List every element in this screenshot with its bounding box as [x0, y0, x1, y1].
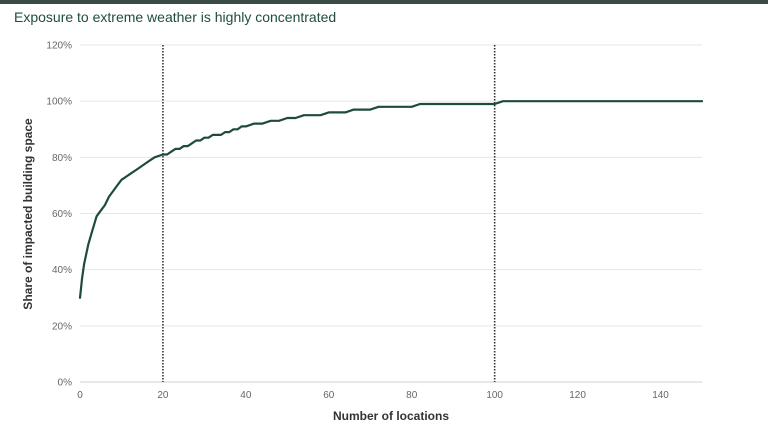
x-tick-label: 100 [486, 390, 503, 401]
x-tick-label: 140 [652, 390, 669, 401]
x-tick-label: 20 [157, 390, 169, 401]
y-axis-title: Share of impacted building space [21, 118, 35, 310]
y-tick-label: 40% [52, 265, 72, 276]
y-tick-label: 100% [46, 97, 72, 108]
x-tick-label: 80 [406, 390, 418, 401]
y-tick-labels: 0% 20% 40% 60% 80% 100% 120% [46, 41, 72, 389]
x-tick-label: 120 [569, 390, 586, 401]
x-tick-labels: 0 20 40 60 80 100 120 140 [77, 390, 669, 401]
top-rule [0, 0, 768, 4]
top-rule-mark [104, 0, 108, 4]
y-tick-label: 120% [46, 41, 72, 52]
y-tick-label: 20% [52, 321, 72, 332]
series-line [78, 100, 704, 299]
y-tick-label: 60% [52, 209, 72, 220]
x-tick-label: 40 [240, 390, 252, 401]
y-tick-label: 0% [58, 378, 73, 389]
x-axis-title: Number of locations [333, 409, 449, 423]
series-layer [78, 100, 704, 299]
reference-lines [162, 45, 496, 382]
x-tick-label: 60 [323, 390, 335, 401]
x-tick-label: 0 [77, 390, 83, 401]
grid-layer [80, 44, 702, 383]
chart-title: Exposure to extreme weather is highly co… [14, 9, 337, 25]
y-tick-label: 80% [52, 153, 72, 164]
